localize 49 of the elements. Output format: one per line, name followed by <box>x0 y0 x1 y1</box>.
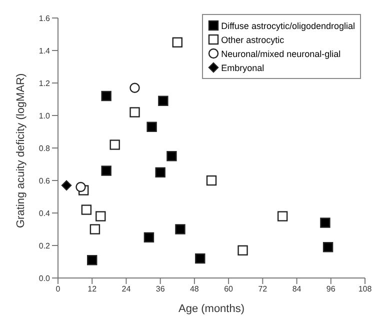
point <box>155 167 166 178</box>
point <box>76 182 86 192</box>
point <box>61 180 72 190</box>
point <box>175 224 186 234</box>
point <box>206 175 217 186</box>
y-tick-label: 1.6 <box>38 14 51 23</box>
point <box>158 96 168 106</box>
y-axis-title: Grating acuity deficity (logMAR) <box>14 73 27 228</box>
point <box>130 107 140 118</box>
y-tick-label: 0.8 <box>38 144 51 153</box>
y-tick-label: 1.0 <box>38 111 51 120</box>
point <box>101 90 112 102</box>
point <box>277 211 288 222</box>
y-tick-label: 0.2 <box>38 241 51 250</box>
x-tick-label: 96 <box>326 284 336 294</box>
legend-label: Diffuse astrocytic/oligodendroglial <box>221 20 355 30</box>
point <box>322 242 334 252</box>
x-tick-label: 12 <box>88 284 98 294</box>
y-tick-label: 1.2 <box>38 78 51 88</box>
x-tick-label: 108 <box>358 284 372 294</box>
point <box>101 166 112 176</box>
point <box>238 245 248 256</box>
point <box>96 211 106 222</box>
legend-label: Neuronal/mixed neuronal-glial <box>221 48 341 58</box>
point <box>81 204 92 215</box>
x-tick-label: 48 <box>190 284 200 294</box>
y-tick-label: 0.4 <box>38 208 51 218</box>
y-tick-label: 0.0 <box>38 274 51 283</box>
legend-label: Embryonal <box>221 62 264 72</box>
point <box>146 122 157 132</box>
x-tick-label: 84 <box>292 284 302 294</box>
x-tick-label: 36 <box>156 284 166 294</box>
point <box>320 218 330 228</box>
x-axis-title: Age (months) <box>178 303 245 315</box>
point <box>90 224 100 234</box>
x-tick-label: 72 <box>258 284 268 294</box>
x-tick-label: 24 <box>122 284 132 294</box>
point <box>195 253 206 264</box>
point <box>172 37 182 48</box>
point <box>87 255 98 266</box>
y-tick-label: 1.4 <box>38 46 51 56</box>
x-tick-label: 60 <box>224 284 234 294</box>
x-tick-label: 0 <box>56 284 61 294</box>
y-tick-label: 0.6 <box>38 176 51 186</box>
point <box>166 151 177 162</box>
legend-label: Other astrocytic <box>221 34 284 44</box>
point <box>110 140 120 150</box>
point <box>144 232 154 242</box>
point <box>130 82 140 93</box>
